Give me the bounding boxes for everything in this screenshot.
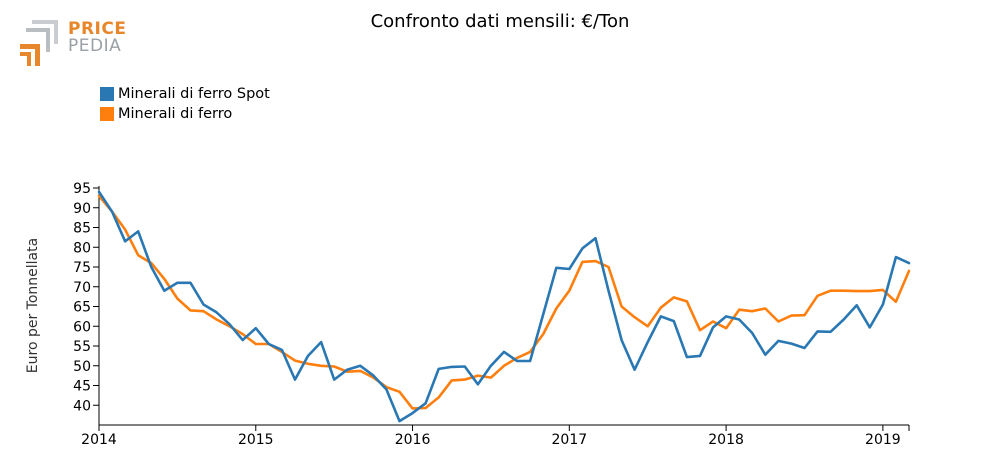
x-tick-label: 2014 [81, 432, 117, 448]
logo-word-price: PRICE [68, 19, 127, 39]
y-tick-label: 65 [73, 300, 91, 316]
y-tick-label: 45 [73, 379, 91, 395]
y-tick-label: 75 [73, 260, 91, 276]
series-line-spot [97, 190, 911, 423]
chart-legend: Minerali di ferro Spot Minerali di ferro [100, 84, 270, 124]
y-tick-label: 60 [73, 319, 91, 335]
legend-item-ferro[interactable]: Minerali di ferro [100, 104, 270, 124]
x-tick-label: 2016 [395, 432, 431, 448]
y-tick-label: 70 [73, 280, 91, 296]
y-tick-label: 85 [73, 221, 91, 237]
y-tick-label: 80 [73, 240, 91, 256]
legend-label-ferro: Minerali di ferro [118, 106, 233, 122]
legend-swatch-spot [100, 87, 114, 101]
y-tick-label: 55 [73, 339, 91, 355]
chart-title: Confronto dati mensili: €/Ton [370, 11, 630, 32]
x-tick-label: 2019 [865, 432, 901, 448]
legend-label-spot: Minerali di ferro Spot [118, 86, 270, 102]
y-axis-label: Euro per Tonnellata [25, 238, 41, 373]
y-tick-label: 95 [73, 181, 91, 197]
logo-word-pedia: PEDIA [68, 36, 122, 56]
y-tick-label: 50 [73, 359, 91, 375]
y-tick-label: 40 [73, 398, 91, 414]
x-tick-label: 2017 [552, 432, 588, 448]
logo-mark-icon [20, 20, 58, 66]
y-tick-label: 90 [73, 201, 91, 217]
x-tick-label: 2018 [708, 432, 744, 448]
legend-swatch-ferro [100, 107, 114, 121]
pricepedia-logo: PRICE PEDIA [18, 18, 128, 68]
x-tick-label: 2015 [238, 432, 274, 448]
legend-item-spot[interactable]: Minerali di ferro Spot [100, 84, 270, 104]
series-line-ferro [97, 194, 911, 410]
